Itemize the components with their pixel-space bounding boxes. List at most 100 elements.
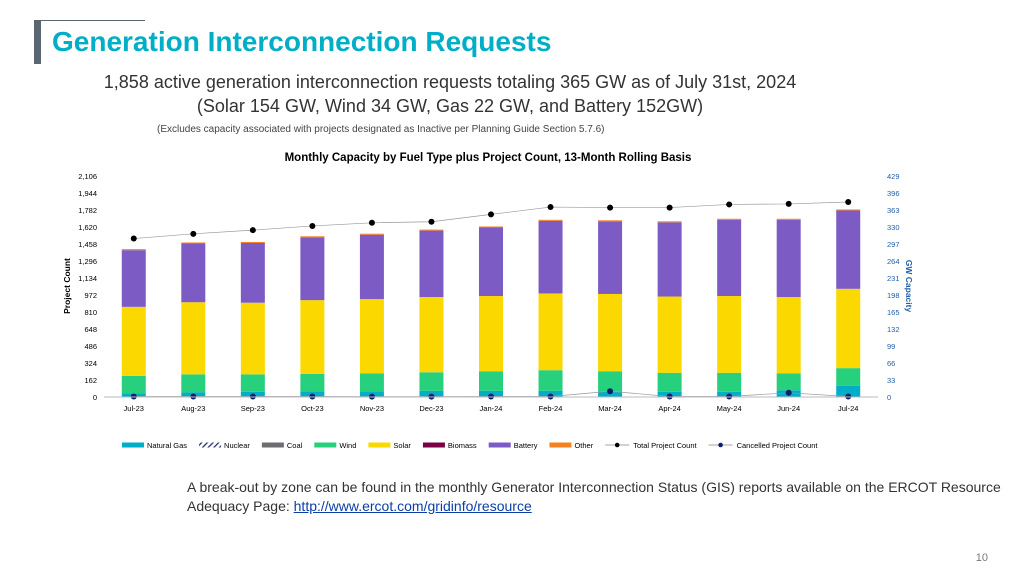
point-total-project-count [547, 204, 554, 211]
legend-label-natural-gas: Natural Gas [147, 441, 187, 450]
right-tick-label: 99 [887, 342, 895, 351]
slide-subtitle: 1,858 active generation interconnection … [60, 70, 840, 118]
title-accent-bar [34, 20, 41, 64]
right-tick-label: 363 [887, 206, 900, 215]
x-tick-label: Apr-24 [658, 404, 681, 413]
left-tick-label: 486 [84, 342, 97, 351]
right-tick-label: 396 [887, 189, 900, 198]
left-tick-label: 1,944 [78, 189, 97, 198]
point-cancelled-project-count [785, 389, 792, 396]
bar-wind [538, 370, 563, 391]
bar-battery [419, 230, 444, 298]
bar-battery [538, 220, 563, 294]
point-total-project-count [845, 199, 852, 206]
legend-swatch-biomass [422, 442, 445, 448]
legend-swatch-natural-gas [122, 442, 144, 448]
legend-label-solar: Solar [393, 441, 411, 450]
x-tick-label: Aug-23 [181, 404, 205, 413]
point-total-project-count [368, 219, 375, 226]
bar-series [121, 209, 861, 397]
bar-solar [538, 293, 563, 371]
bar-solar [657, 296, 682, 373]
x-tick-label: Jul-23 [124, 404, 144, 413]
bar-other [300, 236, 325, 238]
bar-battery [240, 242, 265, 303]
bar-battery [300, 237, 325, 301]
left-tick-label: 648 [84, 325, 97, 334]
point-total-project-count [726, 201, 733, 208]
left-tick-label: 1,134 [78, 274, 97, 283]
bar-wind [121, 375, 146, 394]
title-accent-line [41, 20, 145, 21]
right-tick-label: 66 [887, 359, 895, 368]
bar-solar [300, 300, 325, 374]
bar-other [538, 219, 563, 221]
point-total-project-count [190, 230, 197, 237]
point-cancelled-project-count [130, 393, 137, 400]
legend-label-other: Other [574, 441, 593, 450]
right-tick-label: 231 [887, 274, 900, 283]
point-cancelled-project-count [249, 393, 256, 400]
subtitle-line-2: (Solar 154 GW, Wind 34 GW, Gas 22 GW, an… [196, 96, 704, 116]
bar-solar [717, 296, 742, 373]
x-tick-label: Dec-23 [419, 404, 443, 413]
chart-container: Monthly Capacity by Fuel Type plus Proje… [0, 140, 1024, 460]
point-total-project-count [309, 222, 316, 229]
left-tick-label: 972 [84, 291, 97, 300]
bar-solar [121, 306, 146, 376]
point-cancelled-project-count [547, 393, 554, 400]
bar-wind [181, 374, 206, 393]
legend-label-cancelled-project-count: Cancelled Project Count [737, 441, 819, 450]
x-tick-label: Oct-23 [301, 404, 324, 413]
bar-other [598, 220, 623, 222]
bar-battery [121, 250, 146, 307]
point-total-project-count [666, 204, 673, 211]
right-axis: 0 33 66 99 132 165 198 231 264 297 330 363 396 429 [887, 172, 900, 402]
bar-wind [240, 374, 265, 392]
bar-battery [598, 221, 623, 294]
point-cancelled-project-count [666, 393, 673, 400]
x-axis: Jul-23 Aug-23 Sep-23 Oct-23 Nov-23 Dec-23 Jan-… [104, 396, 878, 413]
right-tick-label: 165 [887, 308, 900, 317]
left-tick-label: 2,106 [78, 172, 97, 181]
ercot-resource-link[interactable]: http://www.ercot.com/gridinfo/resource [293, 498, 532, 514]
point-total-project-count [249, 227, 256, 234]
point-cancelled-project-count [488, 393, 494, 400]
x-tick-label: Jan-24 [480, 404, 503, 413]
point-total-project-count [785, 200, 792, 207]
bar-wind [479, 371, 503, 391]
right-tick-label: 0 [887, 393, 891, 402]
right-tick-label: 132 [887, 325, 900, 334]
right-tick-label: 264 [887, 257, 900, 266]
bar-battery [181, 243, 206, 303]
left-tick-label: 1,620 [78, 223, 97, 232]
legend-label-coal: Coal [287, 441, 303, 450]
bar-wind [598, 371, 623, 392]
bar-solar [181, 302, 206, 375]
left-tick-label: 1,458 [78, 240, 97, 249]
bar-other [776, 218, 801, 220]
x-tick-label: Nov-23 [360, 404, 384, 413]
bar-other [240, 241, 265, 243]
bar-natural-gas [836, 385, 861, 397]
legend-swatch-nuclear [199, 442, 222, 448]
bar-solar [419, 297, 444, 373]
line-series [130, 199, 852, 400]
footnote-text: A break-out by zone can be found in the … [187, 479, 1001, 514]
left-tick-label: 162 [84, 376, 97, 385]
capacity-chart: Monthly Capacity by Fuel Type plus Proje… [62, 152, 914, 450]
slide-title: Generation Interconnection Requests [52, 26, 552, 57]
point-cancelled-project-count [726, 393, 733, 400]
bar-battery [717, 219, 742, 297]
bar-wind [300, 373, 325, 392]
right-tick-label: 297 [887, 240, 900, 249]
point-total-project-count [130, 235, 137, 242]
bar-wind [419, 372, 444, 391]
right-tick-label: 198 [887, 291, 900, 300]
left-axis: 0 162 324 486 648 810 972 1,134 1,296 1,458 1,620 1… [78, 172, 97, 402]
bar-solar [598, 293, 623, 372]
bar-solar [836, 288, 861, 369]
left-tick-label: 324 [84, 359, 97, 368]
page-number: 10 [975, 552, 988, 564]
right-axis-label: GW Capacity [904, 260, 914, 313]
